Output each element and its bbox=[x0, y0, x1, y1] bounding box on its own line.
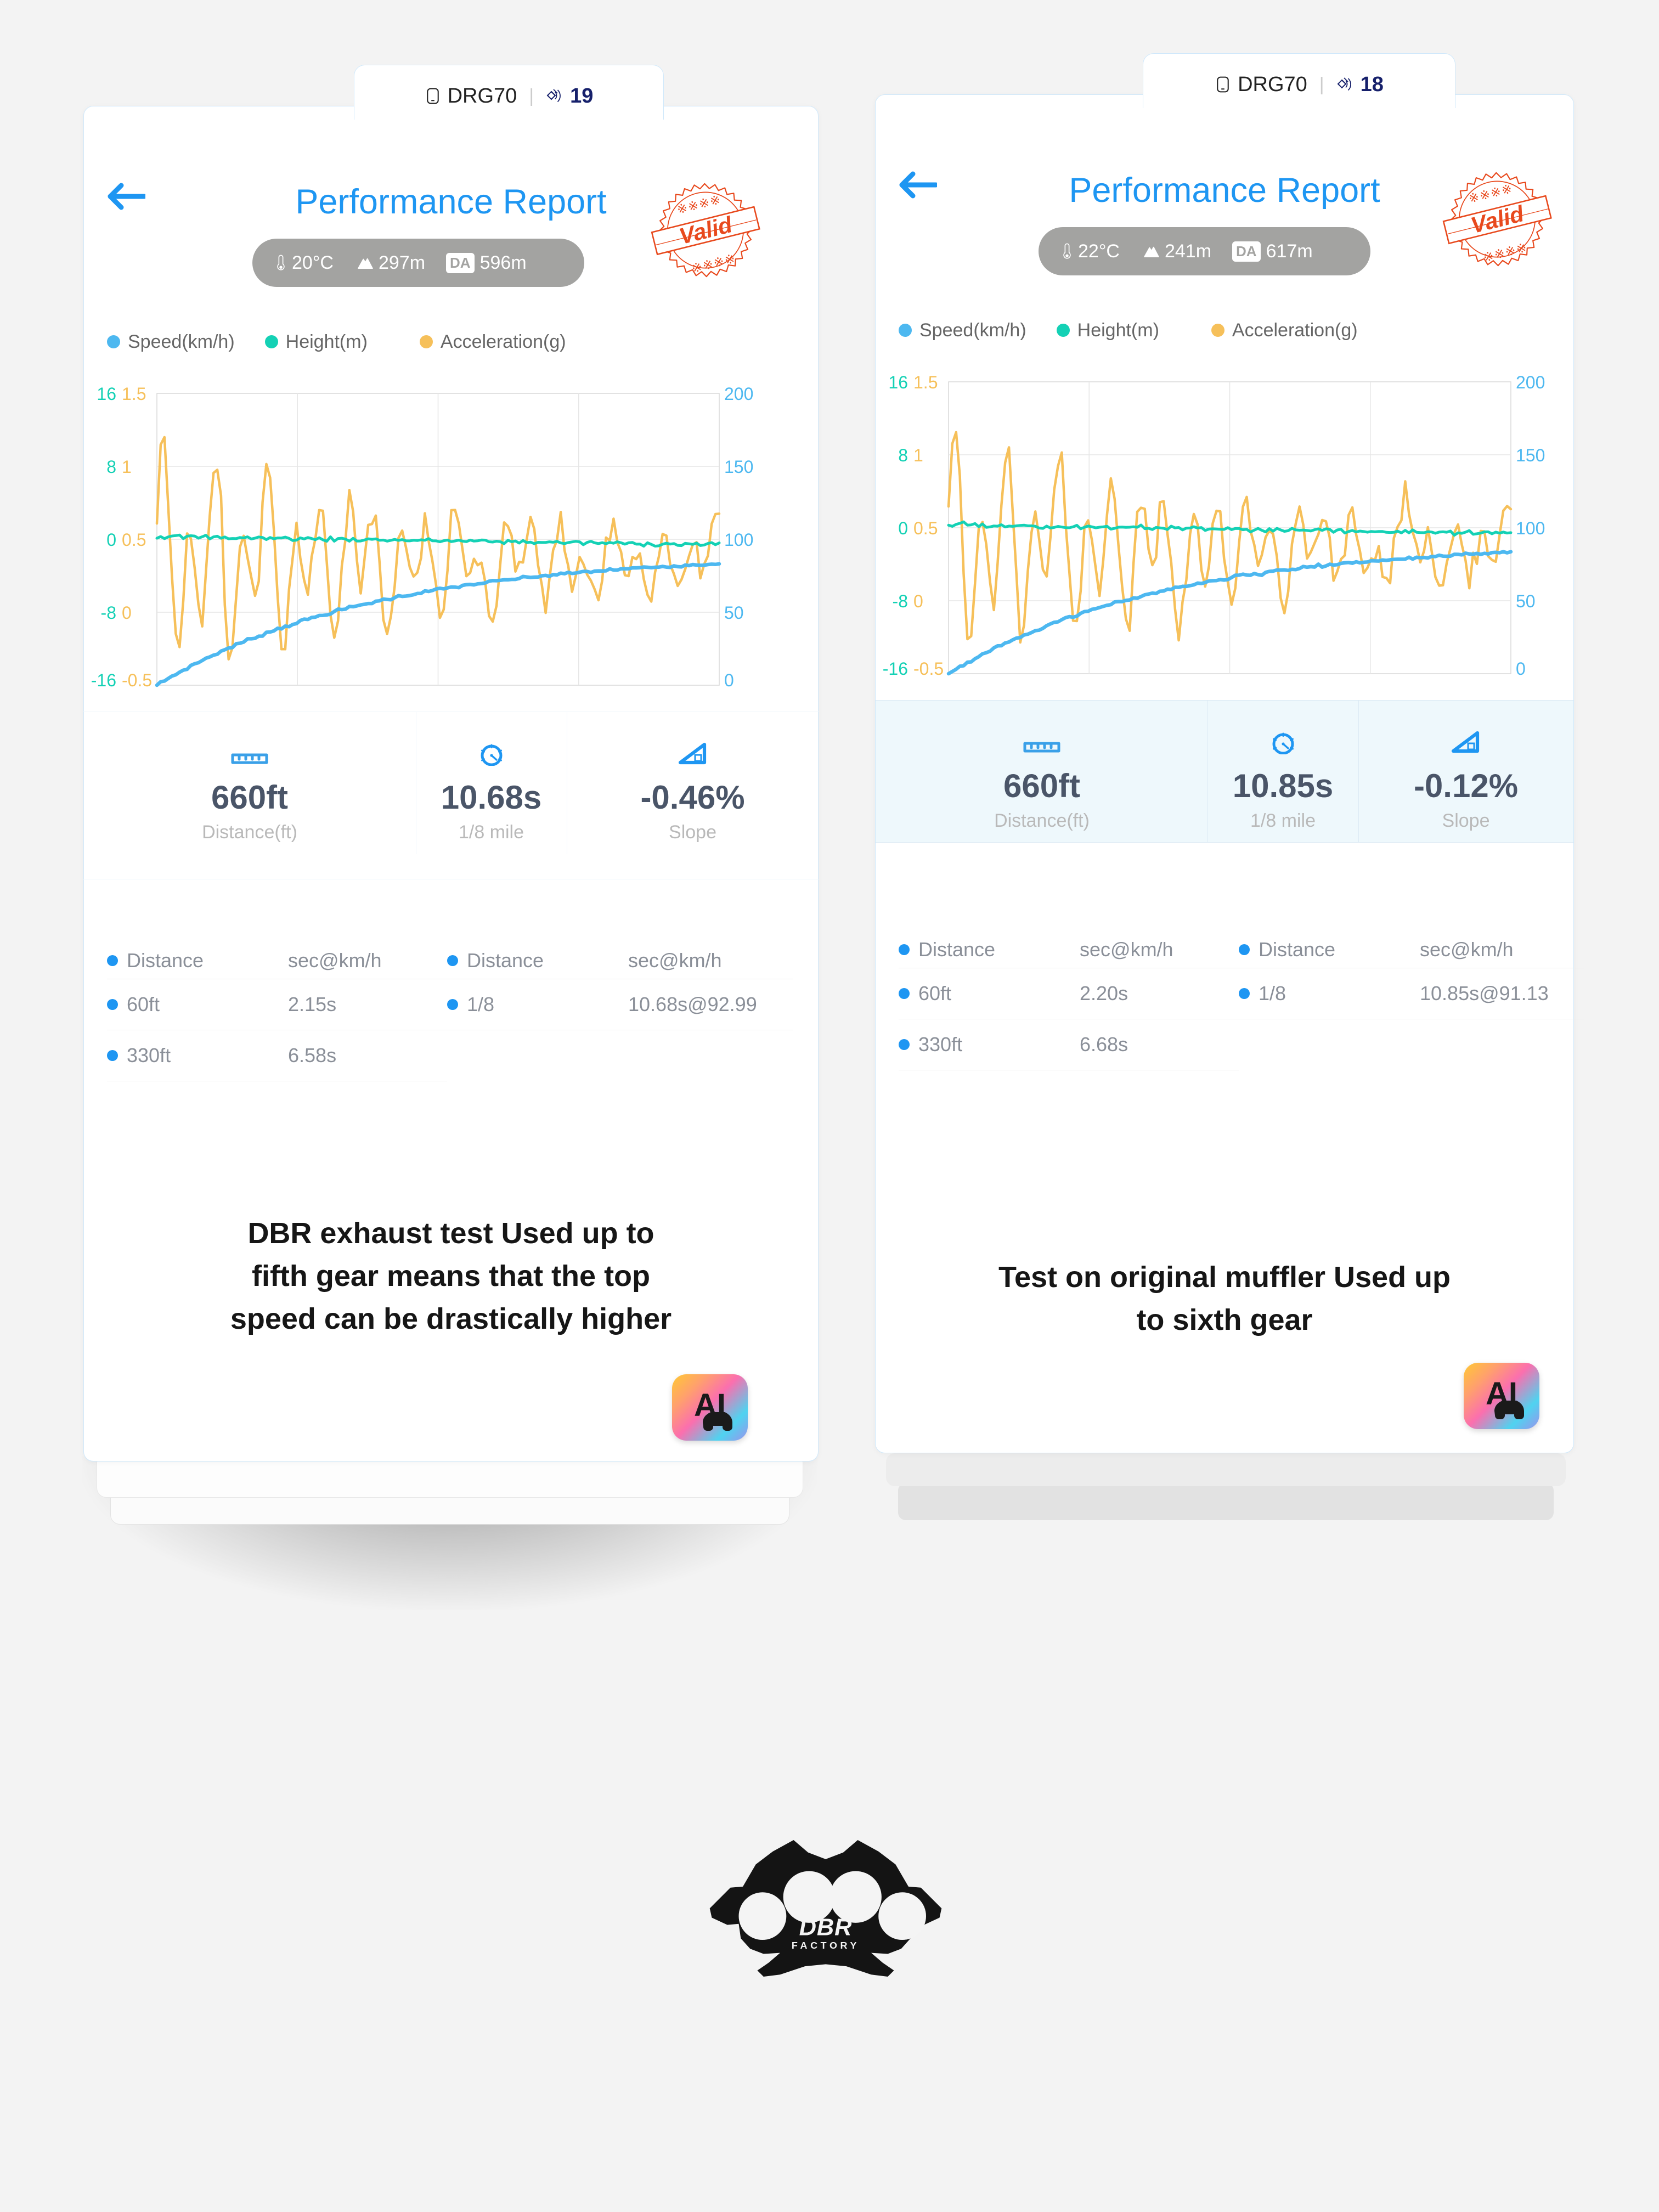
svg-text:Valid: Valid bbox=[676, 211, 736, 250]
svg-text:DBR: DBR bbox=[799, 1915, 853, 1941]
svg-text:※※※※: ※※※※ bbox=[1482, 240, 1529, 264]
svg-text:※※※※: ※※※※ bbox=[690, 251, 737, 275]
svg-text:FACTORY: FACTORY bbox=[792, 1940, 860, 1951]
svg-text:※※※※: ※※※※ bbox=[1467, 182, 1514, 206]
svg-text:Valid: Valid bbox=[1468, 200, 1527, 239]
svg-text:※※※※: ※※※※ bbox=[675, 193, 723, 217]
